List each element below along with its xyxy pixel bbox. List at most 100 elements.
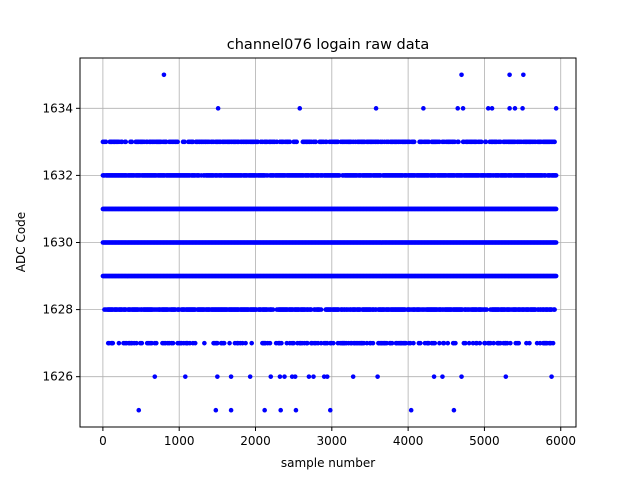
data-point <box>477 340 483 346</box>
data-point <box>297 106 303 111</box>
data-point <box>491 340 496 346</box>
data-points <box>100 72 559 413</box>
y-tick-label: 1626 <box>42 370 73 384</box>
data-point <box>479 139 484 145</box>
data-point <box>277 374 283 379</box>
data-point <box>305 340 310 346</box>
data-point <box>553 206 559 212</box>
data-point <box>136 407 142 413</box>
y-tick-label: 1634 <box>42 101 73 115</box>
data-point <box>520 106 525 111</box>
y-axis-label: ADC Code <box>14 212 28 272</box>
data-point <box>313 139 319 145</box>
data-point <box>389 340 395 346</box>
x-tick-label: 0 <box>99 434 107 448</box>
data-point <box>456 139 461 145</box>
data-point <box>249 340 254 346</box>
data-point <box>521 72 526 78</box>
data-point <box>331 340 336 346</box>
data-point <box>192 340 198 346</box>
data-point <box>267 340 273 346</box>
data-point <box>408 407 414 413</box>
data-point <box>292 374 298 379</box>
axis-ticks: 0 1000 2000 3000 4000 5000 6000 1626 1628 1630 163… <box>42 101 576 448</box>
data-point <box>437 340 442 346</box>
x-tick-label: 6000 <box>545 434 576 448</box>
data-point <box>311 374 316 379</box>
data-point <box>431 374 437 379</box>
data-point <box>183 374 188 379</box>
data-point <box>483 139 489 145</box>
data-point <box>324 374 330 379</box>
data-point <box>441 340 447 346</box>
data-point <box>279 340 284 346</box>
data-point <box>552 307 557 312</box>
data-point <box>215 106 221 111</box>
x-tick-label: 1000 <box>164 434 195 448</box>
data-point <box>116 340 122 346</box>
data-point <box>228 374 234 379</box>
data-point <box>175 139 180 145</box>
data-point <box>287 139 293 145</box>
data-point <box>213 407 219 413</box>
data-point <box>152 374 158 379</box>
x-tick-label: 3000 <box>317 434 348 448</box>
data-point <box>550 340 556 346</box>
data-point <box>484 307 490 312</box>
data-point <box>202 340 207 346</box>
data-point <box>553 273 559 279</box>
data-point <box>432 340 438 346</box>
data-point <box>268 374 274 379</box>
data-point <box>350 374 356 379</box>
data-point <box>553 106 559 111</box>
data-point <box>421 106 426 111</box>
data-point <box>553 173 559 178</box>
data-point <box>270 307 276 312</box>
data-point <box>453 340 458 346</box>
data-point <box>215 340 220 346</box>
data-point <box>170 340 176 346</box>
data-point <box>278 407 283 413</box>
chart-title: channel076 logain raw data <box>227 37 429 53</box>
data-point <box>221 340 227 346</box>
data-point <box>549 374 554 379</box>
data-point <box>227 340 232 346</box>
data-point <box>243 340 248 346</box>
data-point <box>373 106 379 111</box>
x-tick-label: 5000 <box>469 434 500 448</box>
data-point <box>134 340 139 346</box>
data-point <box>459 72 464 78</box>
data-point <box>103 139 109 145</box>
y-tick-label: 1632 <box>42 168 73 182</box>
data-point <box>507 106 512 111</box>
y-tick-label: 1630 <box>42 236 73 250</box>
data-point <box>123 139 129 145</box>
data-point <box>215 374 220 379</box>
data-point <box>516 340 522 346</box>
data-point <box>129 139 135 145</box>
data-point <box>154 340 159 346</box>
x-axis-label: sample number <box>281 456 375 470</box>
data-point <box>411 139 417 145</box>
data-point <box>327 407 333 413</box>
data-point <box>485 106 491 111</box>
data-point <box>375 374 380 379</box>
data-point <box>512 106 518 111</box>
data-point <box>247 374 253 379</box>
x-tick-label: 4000 <box>393 434 424 448</box>
data-point <box>553 240 559 245</box>
data-point <box>291 340 296 346</box>
data-point <box>463 340 468 346</box>
data-point <box>489 106 495 111</box>
data-point <box>440 374 445 379</box>
data-point <box>411 340 416 346</box>
data-point <box>508 340 513 346</box>
data-point <box>294 139 300 145</box>
data-point <box>161 72 167 78</box>
data-point <box>228 407 234 413</box>
data-point <box>139 340 145 346</box>
data-point <box>552 139 557 145</box>
data-point <box>503 374 509 379</box>
y-tick-label: 1628 <box>42 303 73 317</box>
